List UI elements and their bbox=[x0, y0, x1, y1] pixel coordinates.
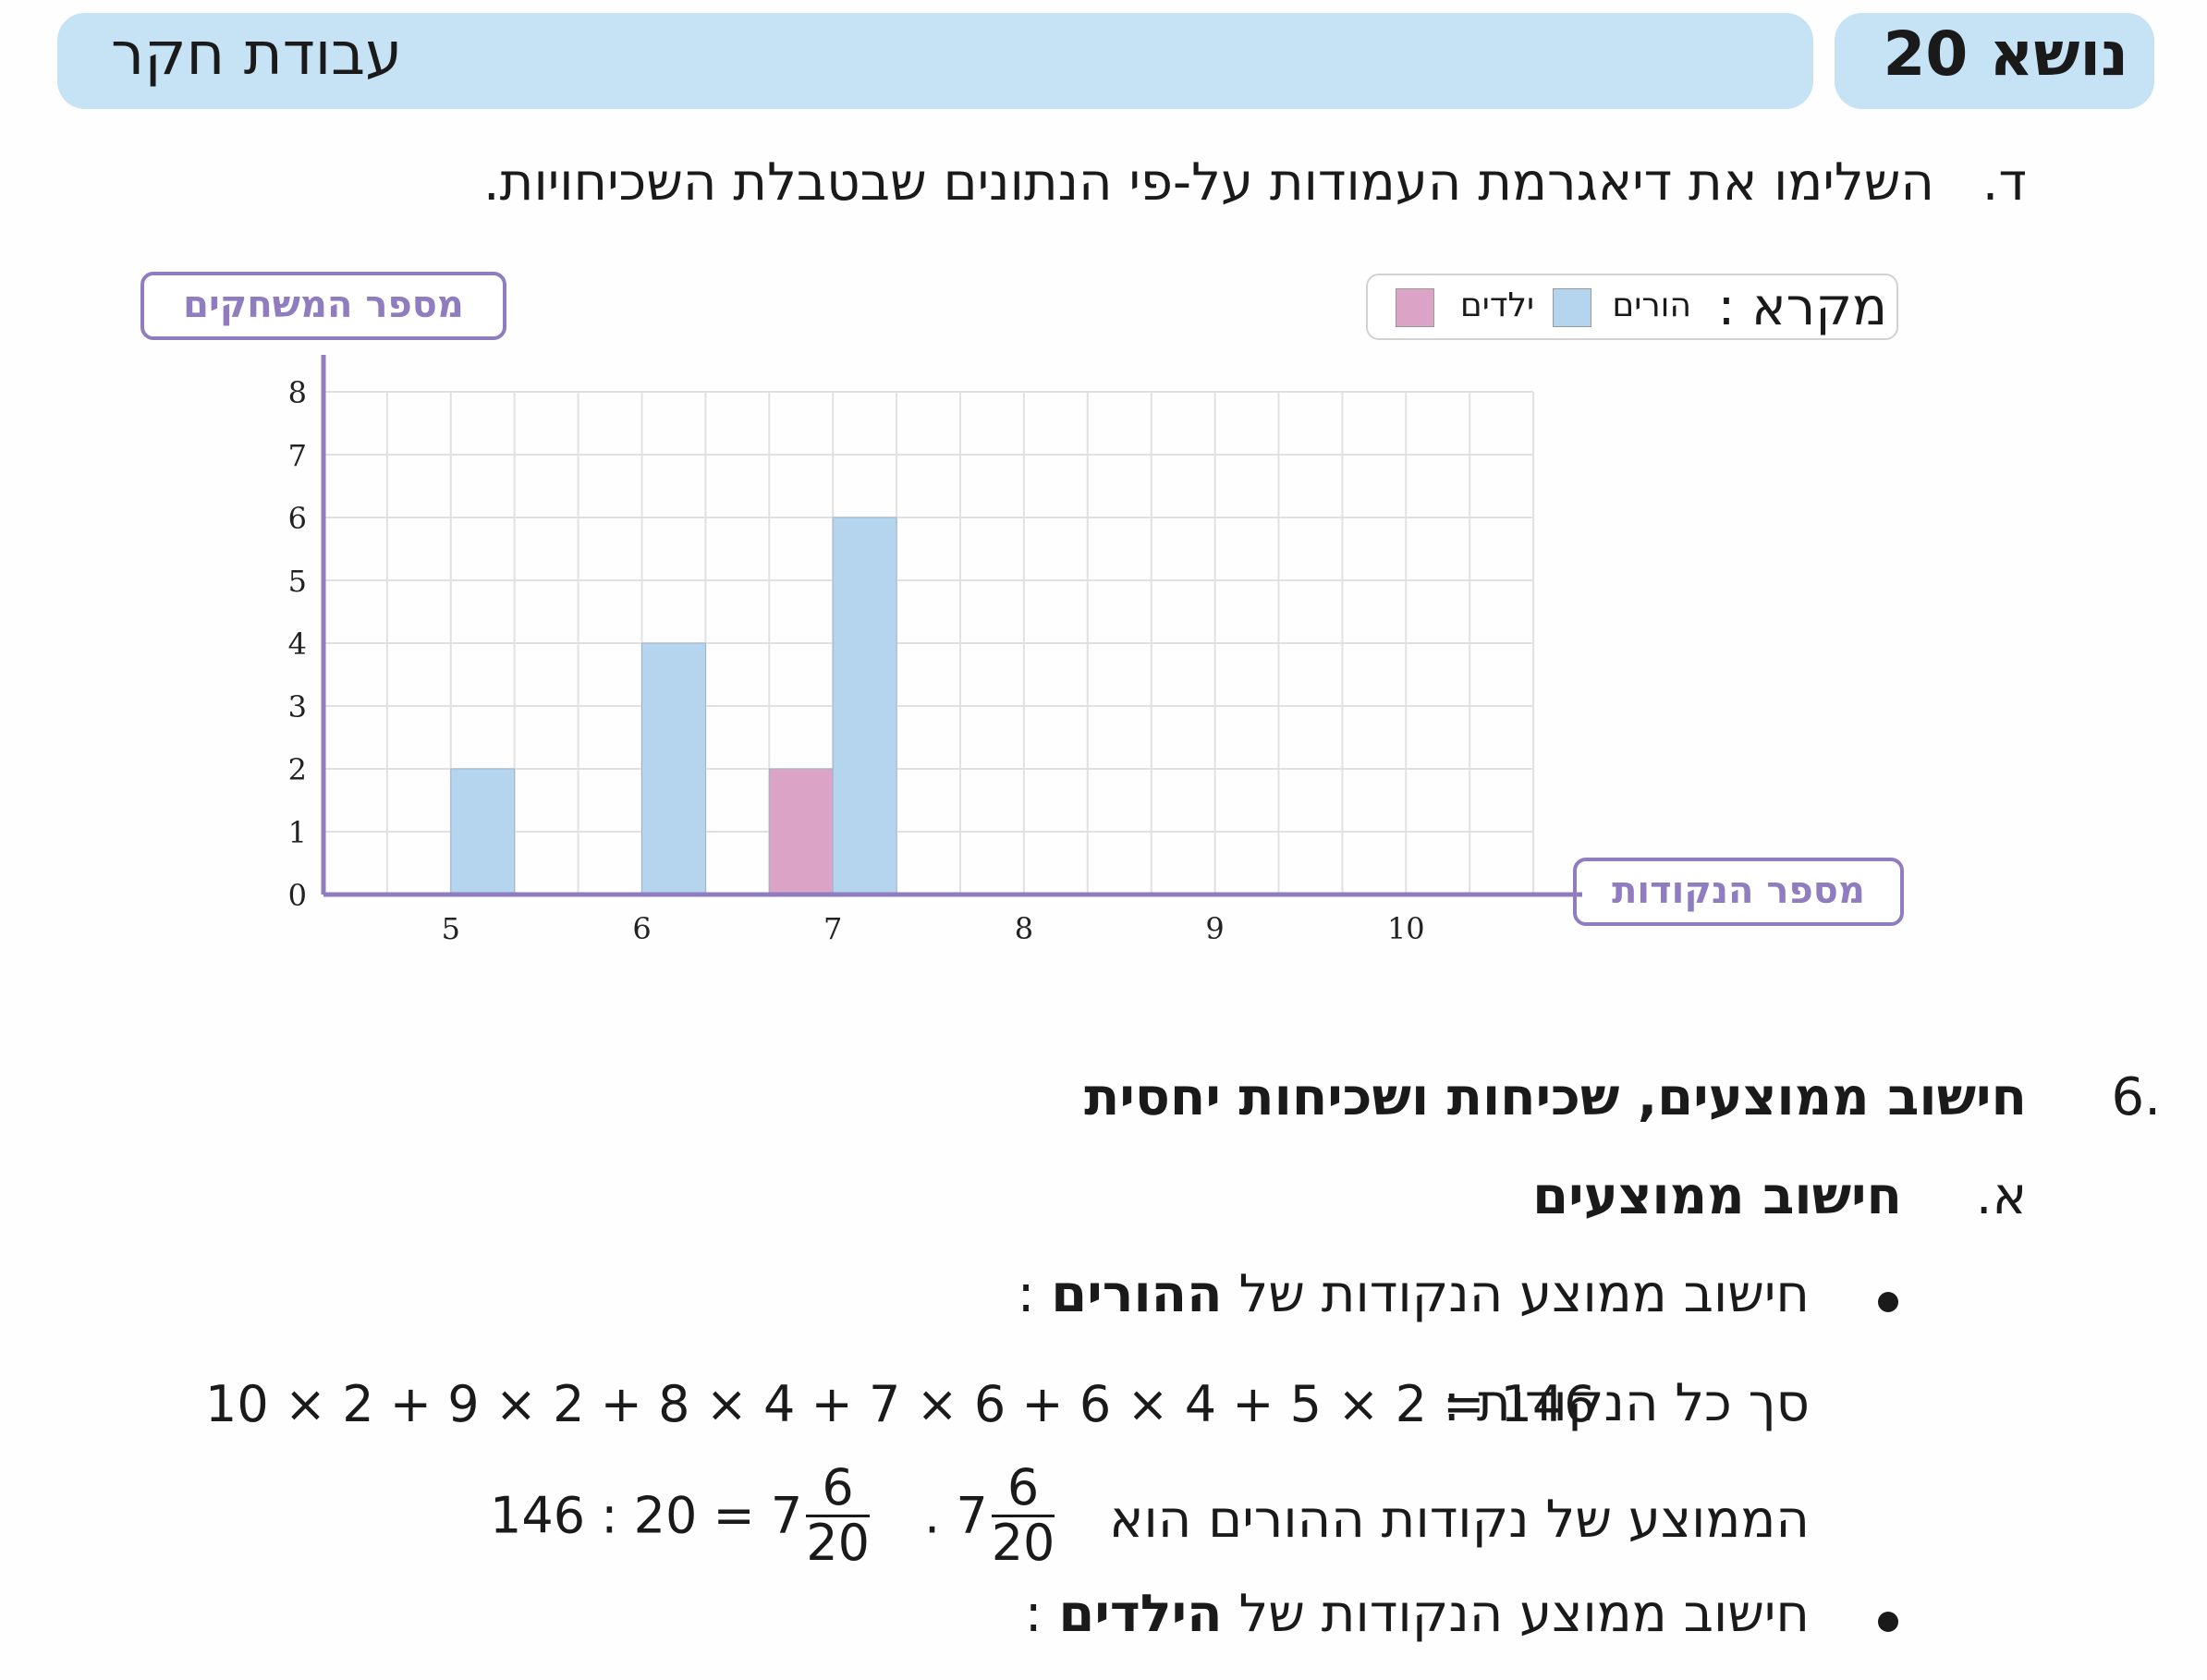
x-axis-title: מספר הנקודות bbox=[1573, 858, 1904, 926]
bar-parents bbox=[450, 768, 516, 895]
bullet-children-prefix: חישוב ממוצע הנקודות של bbox=[1222, 1584, 1810, 1644]
y-tick-label: 3 bbox=[288, 689, 307, 724]
bullet-dot bbox=[1878, 1612, 1898, 1632]
average-fraction: 6 20 bbox=[991, 1461, 1055, 1572]
bullet-parents: חישוב ממוצע הנקודות של ההורים : bbox=[1018, 1264, 1810, 1324]
header-bar bbox=[57, 13, 1813, 109]
page-title: עבודת חקר bbox=[111, 20, 403, 89]
x-tick-label: 6 bbox=[632, 911, 651, 946]
bar-children bbox=[768, 768, 834, 895]
average-value: . 7 6 20 bbox=[924, 1458, 1055, 1572]
legend-swatch-parents bbox=[1553, 288, 1591, 327]
y-tick-label: 1 bbox=[288, 815, 307, 850]
average-denominator: 20 bbox=[991, 1513, 1055, 1572]
average-calculation: 146 : 20 = 7 6 20 bbox=[490, 1461, 873, 1572]
x-tick-label: 5 bbox=[442, 911, 460, 946]
topic-badge bbox=[1835, 13, 2154, 109]
x-tick-label: 7 bbox=[823, 911, 842, 946]
subsection-title: חישוב ממוצעים bbox=[1532, 1166, 1902, 1226]
y-tick-label: 6 bbox=[288, 501, 307, 536]
bullet-parents-suffix: : bbox=[1017, 1264, 1052, 1324]
legend-swatch-children bbox=[1396, 288, 1434, 327]
calc-denominator: 20 bbox=[806, 1513, 870, 1572]
section-title: חישוב ממוצעים, שכיחות ושכיחות יחסית bbox=[1084, 1067, 2027, 1127]
bullet-children-emph: הילדים bbox=[1058, 1584, 1223, 1644]
section-number: .6 bbox=[2111, 1067, 2161, 1127]
question-d-text: השלימו את דיאגרמת העמודות על-פי הנתונים … bbox=[482, 152, 1934, 213]
y-tick-label: 0 bbox=[288, 878, 307, 913]
y-tick-label: 8 bbox=[288, 375, 307, 410]
bar-chart: 0 1 2 3 4 5 6 7 8 5 6 7 8 9 10 bbox=[288, 355, 1582, 946]
average-whole: 7 bbox=[956, 1486, 988, 1545]
x-tick-label: 9 bbox=[1205, 911, 1224, 946]
y-tick-label: 4 bbox=[288, 627, 307, 662]
header-divider bbox=[1813, 7, 1835, 115]
calc-fraction: 6 20 bbox=[806, 1461, 870, 1572]
y-axis-title: מספר המשחקים bbox=[140, 272, 506, 340]
y-tick-label: 7 bbox=[288, 438, 307, 473]
average-calc-left: 146 : 20 = 7 bbox=[490, 1486, 803, 1545]
y-tick-label: 2 bbox=[288, 752, 307, 787]
y-tick-label: 5 bbox=[288, 564, 307, 599]
bar-parents bbox=[641, 642, 706, 895]
subsection-letter: א. bbox=[1975, 1166, 2027, 1226]
topic-number: נושא 20 bbox=[1883, 18, 2129, 90]
bullet-parents-emph: ההורים bbox=[1051, 1264, 1223, 1324]
total-label: סך כל הנקודות : bbox=[1443, 1373, 1810, 1433]
average-numerator: 6 bbox=[991, 1461, 1055, 1517]
calc-numerator: 6 bbox=[806, 1461, 870, 1517]
legend-label-parents: הורים bbox=[1612, 286, 1691, 324]
bullet-children-suffix: : bbox=[1024, 1584, 1059, 1644]
legend-title: מקרא : bbox=[1717, 277, 1887, 337]
x-tick-label: 8 bbox=[1015, 911, 1033, 946]
bullet-children: חישוב ממוצע הנקודות של הילדים : bbox=[1025, 1584, 1810, 1644]
question-d-letter: ד. bbox=[1981, 152, 2027, 213]
legend-label-children: ילדים bbox=[1459, 286, 1534, 324]
bullet-parents-prefix: חישוב ממוצע הנקודות של bbox=[1222, 1264, 1810, 1324]
x-tick-label: 10 bbox=[1387, 911, 1425, 946]
bullet-dot bbox=[1878, 1292, 1898, 1312]
chart-legend: מקרא : הורים ילדים bbox=[1366, 274, 1898, 340]
average-text: הממוצע של נקודות ההורים הוא bbox=[1109, 1490, 1810, 1550]
bar-parents bbox=[832, 517, 897, 895]
total-expression: 10 × 2 + 9 × 2 + 8 × 4 + 7 × 6 + 6 × 4 +… bbox=[205, 1375, 1596, 1433]
